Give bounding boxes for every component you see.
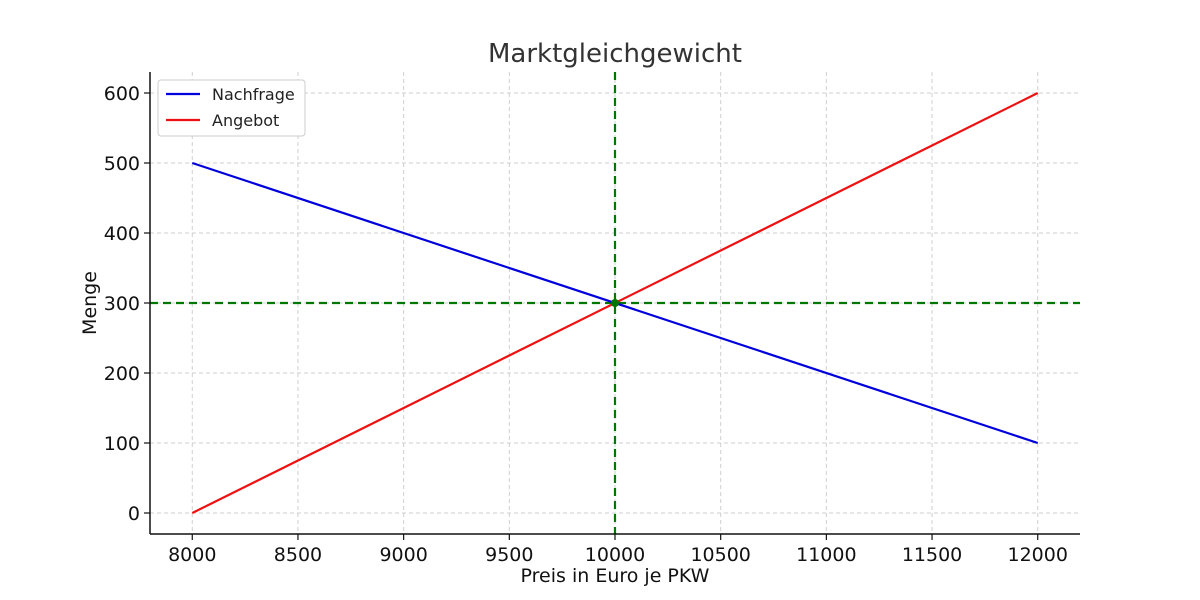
x-tick-label: 12000 xyxy=(1008,544,1068,566)
x-axis-ticks: 8000 8500 9000 9500 10000 10500 11000 11500 1200… xyxy=(168,534,1068,566)
y-tick-label: 600 xyxy=(104,83,140,105)
legend: Nachfrage Angebot xyxy=(157,79,306,137)
y-tick-label: 300 xyxy=(104,293,140,315)
equilibrium-point xyxy=(611,299,619,307)
x-tick-label: 8500 xyxy=(274,544,322,566)
x-tick-label: 9500 xyxy=(485,544,533,566)
x-tick-label: 11000 xyxy=(796,544,856,566)
x-axis-label: Preis in Euro je PKW xyxy=(521,565,710,587)
x-tick-label: 10500 xyxy=(690,544,750,566)
y-axis-label: Menge xyxy=(79,271,101,335)
equilibrium-lines xyxy=(150,72,1080,534)
legend-label-nachfrage: Nachfrage xyxy=(212,85,295,104)
y-tick-label: 400 xyxy=(104,223,140,245)
y-tick-label: 200 xyxy=(104,363,140,385)
x-tick-label: 10000 xyxy=(585,544,645,566)
chart-title: Marktgleichgewicht xyxy=(488,39,742,69)
x-tick-label: 11500 xyxy=(902,544,962,566)
x-tick-label: 9000 xyxy=(379,544,427,566)
series xyxy=(191,92,1039,514)
x-tick-label: 8000 xyxy=(168,544,216,566)
y-axis-ticks: 0 100 200 300 400 500 600 xyxy=(104,83,150,525)
y-tick-label: 500 xyxy=(104,153,140,175)
y-tick-label: 100 xyxy=(104,433,140,455)
y-tick-label: 0 xyxy=(128,503,140,525)
legend-label-angebot: Angebot xyxy=(212,111,279,130)
